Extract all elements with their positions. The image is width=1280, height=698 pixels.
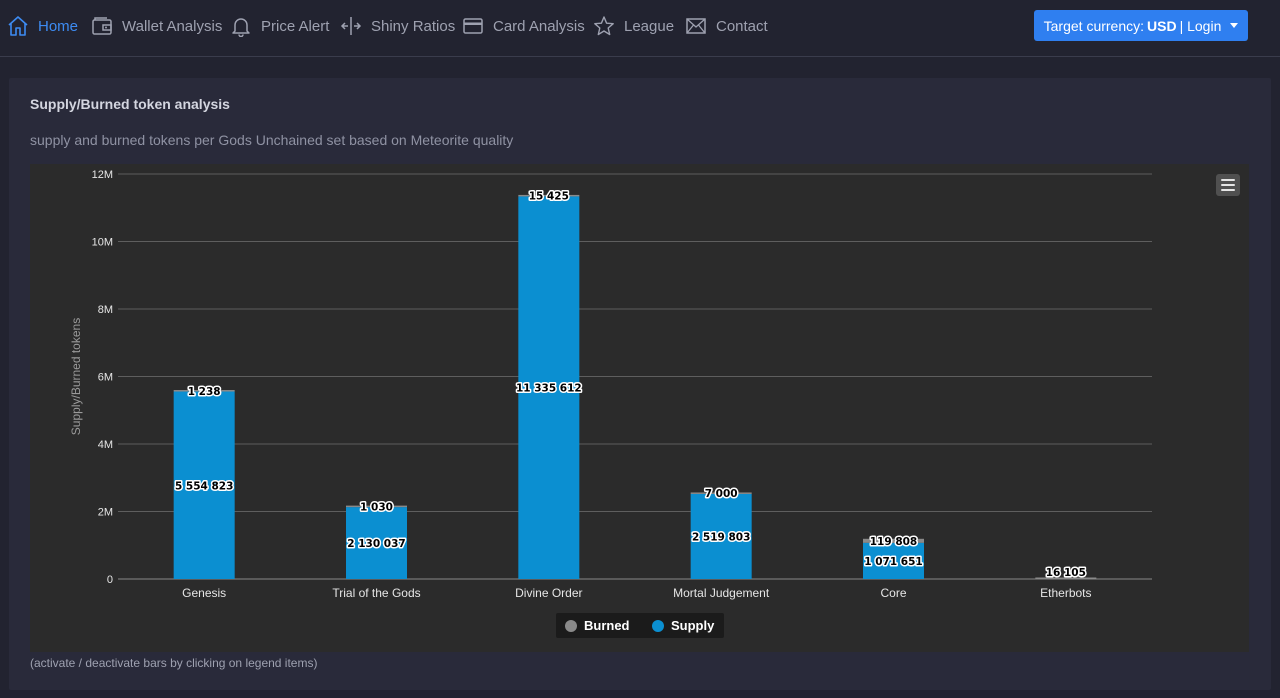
nav-home[interactable]: Home	[7, 0, 78, 52]
nav-contact[interactable]: Contact	[685, 0, 768, 52]
bar-burned	[1035, 577, 1097, 579]
legend-hint: (activate / deactivate bars by clicking …	[30, 656, 318, 670]
x-category-label: Mortal Judgement	[673, 586, 770, 600]
nav-shiny-ratios[interactable]: Shiny Ratios	[340, 0, 455, 52]
data-label-burned: 1 238	[188, 386, 221, 398]
nav-contact-label: Contact	[716, 17, 768, 35]
split-arrows-icon	[340, 17, 362, 35]
home-icon	[8, 16, 28, 36]
bar-burned	[173, 390, 235, 392]
nav-wallet-label: Wallet Analysis	[122, 17, 223, 35]
legend-item-burned[interactable]: Burned	[565, 613, 630, 638]
nav-shiny-label: Shiny Ratios	[371, 17, 456, 35]
bar-supply	[173, 391, 235, 579]
bar-burned	[863, 538, 924, 543]
nav-league[interactable]: League	[593, 0, 674, 52]
login-suffix: | Login	[1179, 17, 1222, 34]
y-tick-label: 0	[107, 574, 113, 586]
nav-card-label: Card Analysis	[493, 17, 585, 35]
chart-menu-button[interactable]	[1216, 174, 1240, 196]
caret-down-icon	[1230, 23, 1239, 28]
legend-label-burned: Burned	[584, 618, 630, 633]
x-category-label: Divine Order	[515, 586, 582, 600]
bar-supply	[346, 507, 407, 579]
analysis-card: Supply/Burned token analysis supply and …	[9, 78, 1271, 690]
data-label-supply: 11 335 612	[516, 383, 582, 395]
bar-burned	[690, 492, 752, 494]
y-tick-label: 6M	[98, 372, 113, 384]
nav-league-label: League	[624, 17, 675, 35]
login-prefix: Target currency:	[1043, 17, 1145, 34]
data-label-burned: 15 425	[529, 191, 569, 203]
data-label-burned: 119 808	[870, 536, 918, 548]
chart-legend: Burned Supply	[556, 613, 724, 638]
legend-dot-burned	[565, 619, 577, 632]
data-label-burned: 7 000	[705, 488, 738, 500]
legend-label-supply: Supply	[671, 618, 715, 633]
login-currency: USD	[1147, 17, 1177, 34]
x-category-label: Core	[880, 586, 906, 600]
data-label-supply: 5 554 823	[175, 480, 233, 492]
legend-item-supply[interactable]: Supply	[652, 613, 714, 638]
card-subtitle: supply and burned tokens per Gods Unchai…	[30, 132, 514, 148]
envelope-icon	[686, 18, 706, 34]
chart-container: 0 2M 4M 6M 8M 10M 12M Supply/Burned tokens 5 554…	[30, 164, 1249, 652]
bar-chart: 0 2M 4M 6M 8M 10M 12M Supply/Burned tokens 5 554…	[69, 169, 1152, 600]
x-category-label: Genesis	[182, 586, 226, 600]
y-axis-title: Supply/Burned tokens	[69, 318, 83, 435]
currency-login-button[interactable]: Target currency: USD | Login	[1034, 10, 1248, 41]
data-label-supply: 1 071 651	[864, 556, 922, 568]
data-label-supply: 2 519 803	[692, 531, 750, 543]
legend-dot-supply	[652, 619, 664, 632]
y-tick-label: 8M	[98, 304, 113, 316]
star-icon	[594, 16, 614, 36]
hamburger-icon	[1221, 179, 1235, 181]
y-tick-label: 10M	[92, 237, 113, 249]
nav-price-label: Price Alert	[261, 17, 330, 35]
x-category-label: Etherbots	[1040, 586, 1091, 600]
bar-burned	[346, 505, 407, 508]
nav-card-analysis[interactable]: Card Analysis	[462, 0, 585, 52]
x-category-label: Trial of the Gods	[332, 586, 420, 600]
bar-supply	[690, 493, 752, 579]
y-tick-label: 4M	[98, 439, 113, 451]
bar-supply	[863, 542, 924, 579]
y-tick-label: 2M	[98, 507, 113, 519]
bell-icon	[232, 18, 250, 37]
data-label-burned: 1 030	[360, 501, 393, 513]
nav-price-alert[interactable]: Price Alert	[230, 0, 329, 52]
card-icon	[463, 18, 483, 34]
y-tick-label: 12M	[92, 169, 113, 181]
top-navbar: Home Wallet Analysis Price Alert Shiny R…	[0, 0, 1280, 57]
data-label-burned: 16 105	[1046, 567, 1086, 579]
nav-home-label: Home	[38, 17, 79, 35]
nav-wallet-analysis[interactable]: Wallet Analysis	[91, 0, 222, 52]
data-label-supply: 2 130 037	[347, 538, 405, 550]
bar-burned	[518, 194, 580, 197]
wallet-icon	[92, 17, 112, 35]
card-title: Supply/Burned token analysis	[30, 96, 230, 112]
bar-supply	[518, 196, 580, 579]
